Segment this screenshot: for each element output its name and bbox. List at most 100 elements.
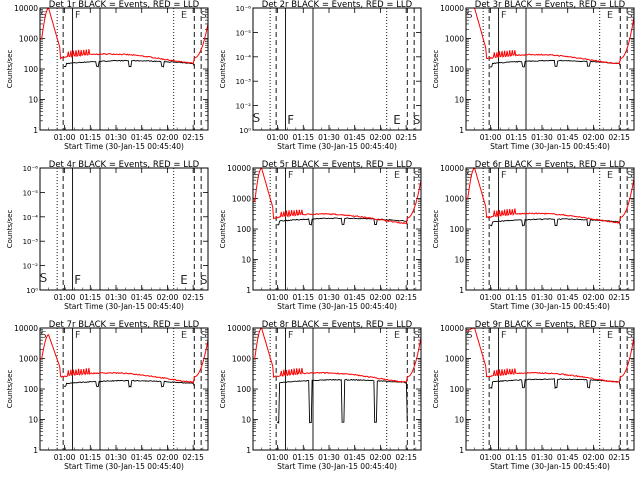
x-tick-label: 01:15 — [505, 293, 527, 302]
y-tick-label: 10000 — [14, 324, 38, 333]
y-tick-label: 10 — [454, 256, 464, 265]
x-tick-label: 02:15 — [182, 453, 204, 462]
panel-title: Det 5r BLACK = Events, RED = LLD — [262, 160, 413, 170]
y-tick-label: 10 — [454, 96, 464, 105]
x-tick-label: 01:15 — [292, 293, 314, 302]
x-tick-label: 01:30 — [531, 453, 553, 462]
y-tick-label: 10000 — [440, 324, 464, 333]
x-tick-label: 02:00 — [583, 453, 605, 462]
x-tick-label: 01:30 — [531, 293, 553, 302]
panel-det-3r: Det 3r BLACK = Events, RED = LLD 1 10 100 10… — [432, 0, 635, 151]
x-tick-label: 01:45 — [131, 453, 153, 462]
y-tick-label: 1000 — [445, 35, 464, 44]
x-tick-label: 01:00 — [480, 133, 502, 142]
event-label: S — [466, 10, 472, 21]
y-tick-label: 1 — [33, 446, 38, 455]
plot-frame — [39, 327, 209, 451]
series-lld-line — [466, 328, 634, 383]
y-tick-label: 10000 — [227, 324, 251, 333]
x-tick-label: 01:30 — [531, 133, 553, 142]
plot-frame — [465, 167, 635, 291]
event-label: E — [393, 113, 401, 127]
x-tick-label: 01:30 — [105, 453, 127, 462]
event-label: E — [181, 330, 187, 341]
x-tick-label: 01:45 — [557, 133, 579, 142]
event-label: S — [627, 170, 633, 181]
y-tick-label: 10000 — [227, 164, 251, 173]
x-tick-label: 02:15 — [608, 133, 630, 142]
y-tick-label: 100 — [237, 225, 252, 234]
y-tick-label: 100 — [450, 225, 465, 234]
y-axis-label: Counts/sec — [219, 210, 227, 249]
y-tick-label: 10⁻⁵ — [23, 189, 39, 197]
event-label: S — [466, 330, 472, 341]
series-lld-line — [466, 8, 634, 65]
x-tick-label: 01:15 — [79, 453, 101, 462]
y-tick-label: 10⁻⁴ — [23, 214, 39, 222]
x-tick-label: 01:45 — [557, 293, 579, 302]
x-tick-label: 02:00 — [370, 293, 392, 302]
event-label: E — [180, 273, 188, 287]
event-label: E — [181, 10, 187, 21]
event-label: S — [627, 330, 633, 341]
y-tick-label: 1000 — [232, 355, 251, 364]
panel-title: Det 9r BLACK = Events, RED = LLD — [475, 320, 626, 330]
series-lld-line — [40, 8, 208, 64]
event-label: E — [394, 170, 400, 181]
x-axis-label: Start Time (30-Jan-15 00:45:40) — [277, 142, 397, 151]
y-tick-label: 100 — [24, 65, 39, 74]
panel-title: Det 1r BLACK = Events, RED = LLD — [49, 0, 200, 10]
y-tick-label: 1000 — [232, 195, 251, 204]
x-axis-label: Start Time (30-Jan-15 00:45:40) — [277, 302, 397, 311]
x-axis-label: Start Time (30-Jan-15 00:45:40) — [64, 142, 184, 151]
x-tick-label: 02:00 — [583, 133, 605, 142]
x-tick-label: 02:00 — [370, 133, 392, 142]
y-tick-label: 10⁻⁵ — [236, 29, 252, 37]
y-tick-label: 10⁻³ — [23, 238, 39, 246]
event-label: E — [607, 10, 613, 21]
plot-frame — [252, 167, 422, 291]
x-tick-label: 01:00 — [267, 453, 289, 462]
y-tick-label: 1 — [459, 126, 464, 135]
event-label: F — [501, 330, 507, 341]
panel-det-8r: Det 8r BLACK = Events, RED = LLD 1 10 100 10… — [219, 320, 422, 471]
event-label: S — [200, 273, 208, 287]
panel-det-2r: Det 2r BLACK = Events, RED = LLD 10⁻⁶ 10⁻⁵… — [219, 0, 422, 151]
y-tick-label: 10⁰ — [239, 127, 251, 135]
event-label: S — [466, 170, 472, 181]
y-axis-label: Counts/sec — [6, 50, 14, 89]
x-tick-label: 01:45 — [131, 293, 153, 302]
x-tick-label: 01:45 — [344, 133, 366, 142]
x-tick-label: 02:15 — [182, 293, 204, 302]
x-tick-label: 01:00 — [480, 293, 502, 302]
event-label: S — [413, 113, 421, 127]
event-label: S — [414, 170, 420, 181]
event-label: F — [501, 170, 507, 181]
x-tick-label: 01:45 — [131, 133, 153, 142]
y-axis-label: Counts/sec — [432, 50, 440, 89]
y-tick-label: 100 — [450, 65, 465, 74]
x-axis-label: Start Time (30-Jan-15 00:45:40) — [490, 142, 610, 151]
x-axis-label: Start Time (30-Jan-15 00:45:40) — [490, 462, 610, 471]
x-tick-label: 01:45 — [344, 453, 366, 462]
x-tick-label: 01:00 — [54, 293, 76, 302]
y-tick-label: 1000 — [445, 195, 464, 204]
panel-det-7r: Det 7r BLACK = Events, RED = LLD 1 10 100 10… — [6, 320, 209, 471]
series-events-line — [64, 379, 195, 388]
panel-det-4r: Det 4r BLACK = Events, RED = LLD 10⁻⁶ 10⁻⁵… — [6, 160, 209, 311]
y-tick-label: 100 — [450, 385, 465, 394]
panel-title: Det 4r BLACK = Events, RED = LLD — [49, 160, 200, 170]
y-tick-label: 1 — [459, 286, 464, 295]
event-label: S — [40, 271, 48, 285]
y-tick-label: 10 — [28, 96, 38, 105]
series-events-line — [277, 217, 408, 226]
y-tick-label: 10 — [454, 416, 464, 425]
series-events-line — [489, 378, 621, 389]
x-tick-label: 02:00 — [583, 293, 605, 302]
y-axis-label: Counts/sec — [432, 370, 440, 409]
event-label: S — [253, 330, 259, 341]
panel-det-6r: Det 6r BLACK = Events, RED = LLD 1 10 100 10… — [432, 160, 635, 311]
x-tick-label: 01:30 — [318, 453, 340, 462]
y-tick-label: 10⁻⁴ — [236, 54, 252, 62]
